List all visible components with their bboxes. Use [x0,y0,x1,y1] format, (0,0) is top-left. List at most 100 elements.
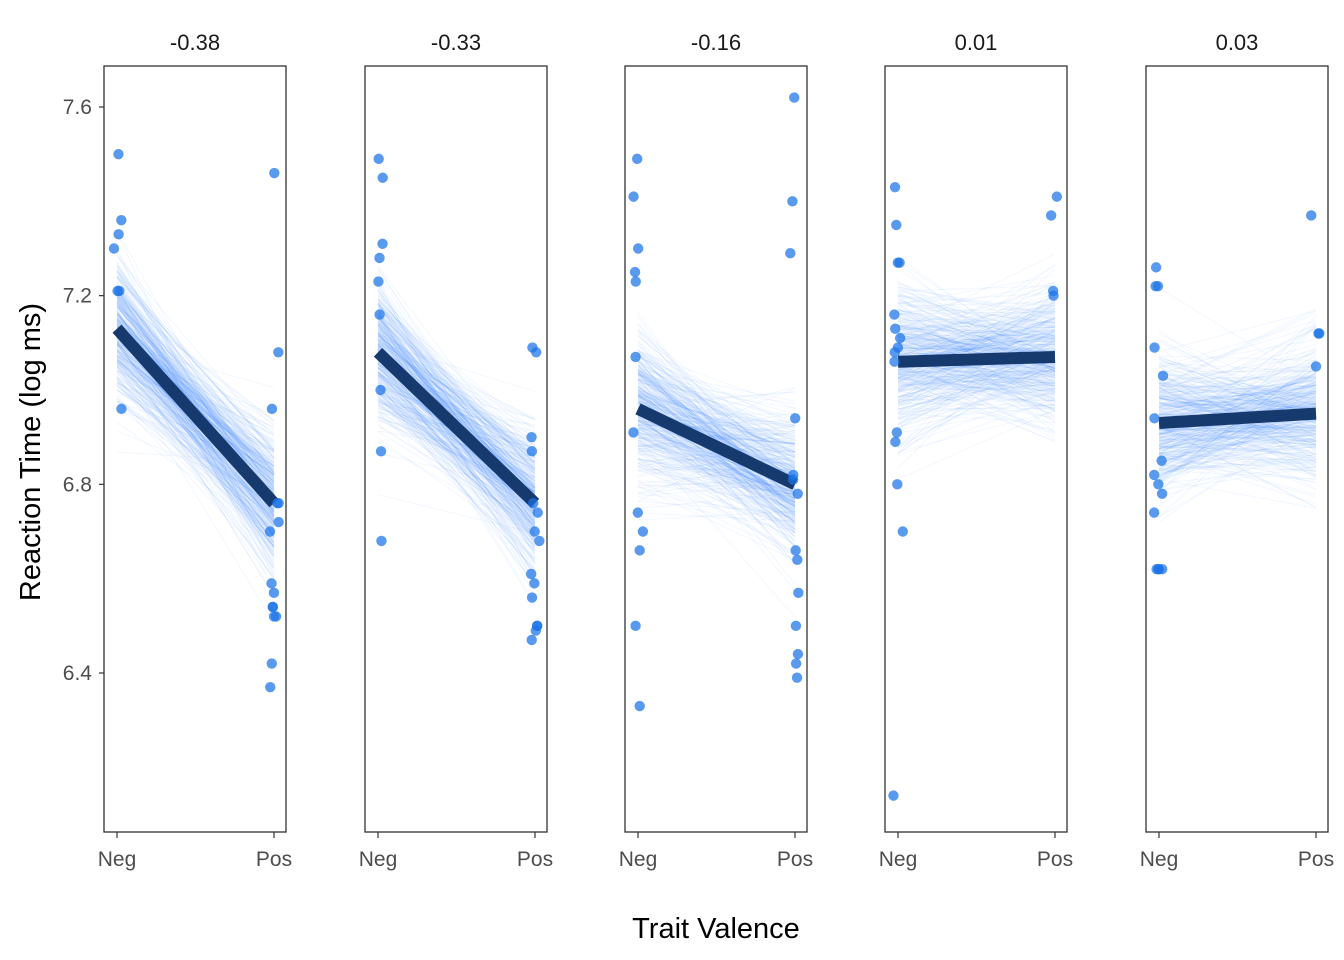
posterior-line [637,457,796,496]
y-axis-title: Reaction Time (log ms) [15,303,47,601]
pos-point [532,507,543,518]
neg-point [1156,488,1168,499]
posterior-line [637,410,796,523]
posterior-line [897,391,1056,431]
posterior-line [897,372,1056,392]
posterior-line [637,394,796,440]
posterior-line [116,322,275,443]
posterior-line [1158,437,1317,448]
posterior-line [637,416,796,517]
posterior-line [377,417,536,521]
posterior-line [637,364,796,547]
posterior-line [377,347,536,468]
posterior-line [377,316,536,476]
posterior-line [637,445,796,462]
posterior-line [1158,402,1317,447]
neg-point [377,172,388,183]
pos-point [526,446,538,457]
posterior-line [637,424,796,450]
posterior-line [1158,419,1317,470]
posterior-line [637,443,796,493]
pos-point [1306,210,1317,221]
posterior-line [897,314,1056,425]
posterior-line [116,359,275,543]
posterior-line [377,314,536,458]
posterior-line [637,323,796,530]
posterior-line [1158,356,1317,425]
posterior-line [377,380,536,511]
posterior-line [116,272,275,475]
posterior-line [637,323,796,489]
posterior-line [1158,358,1317,455]
posterior-line [897,370,1056,382]
posterior-line [1158,359,1317,417]
posterior-line [116,362,275,579]
posterior-line [637,434,796,512]
posterior-line [637,389,796,525]
posterior-line [377,363,536,515]
posterior-line [377,351,536,447]
posterior-line [897,409,1056,480]
neg-point [632,243,644,254]
posterior-line [377,331,536,546]
posterior-line [377,394,536,511]
posterior-line [897,357,1056,446]
posterior-line [116,288,275,472]
posterior-line [637,391,796,447]
posterior-line [897,302,1056,337]
posterior-line [377,404,536,504]
posterior-line [1158,390,1317,397]
posterior-line [377,305,536,500]
posterior-line [1158,324,1317,478]
posterior-line [116,336,275,517]
posterior-line [1158,426,1317,432]
posterior-line [637,416,796,504]
posterior-line [377,351,536,429]
posterior-line [637,413,796,500]
posterior-line [1158,446,1317,499]
posterior-line [116,294,275,427]
posterior-line [116,344,275,541]
posterior-line [377,343,536,442]
posterior-line [377,364,536,525]
posterior-line [1158,394,1317,405]
posterior-line [116,342,275,554]
posterior-line [116,278,275,449]
posterior-line [116,312,275,487]
posterior-line [116,346,275,521]
posterior-line [377,333,536,497]
posterior-line [637,423,796,494]
posterior-line [897,382,1056,402]
posterior-line [1158,310,1317,388]
posterior-line [1158,414,1317,476]
posterior-line [377,397,536,535]
posterior-line [377,366,536,547]
posterior-line [116,356,275,553]
posterior-line [1158,386,1317,464]
posterior-line [116,335,275,536]
posterior-line [637,434,796,522]
posterior-line [637,434,796,537]
posterior-line [637,370,796,476]
pos-point [1314,328,1325,339]
posterior-line [377,335,536,494]
posterior-line [116,430,275,496]
facet-title: -0.33 [431,30,481,55]
posterior-line [1158,397,1317,456]
posterior-line [377,321,536,482]
posterior-line [637,465,796,496]
panel-border [364,65,548,833]
posterior-line [897,370,1056,414]
mean-effect-line [1158,407,1317,430]
posterior-line [897,389,1056,449]
posterior-line [116,319,275,491]
neg-point [116,403,127,415]
posterior-line [897,365,1056,402]
posterior-line [637,425,796,494]
posterior-line [116,289,275,489]
posterior-line [116,370,275,523]
posterior-line [116,358,275,521]
posterior-line [116,451,275,463]
posterior-line [377,378,536,510]
posterior-line [377,285,536,489]
